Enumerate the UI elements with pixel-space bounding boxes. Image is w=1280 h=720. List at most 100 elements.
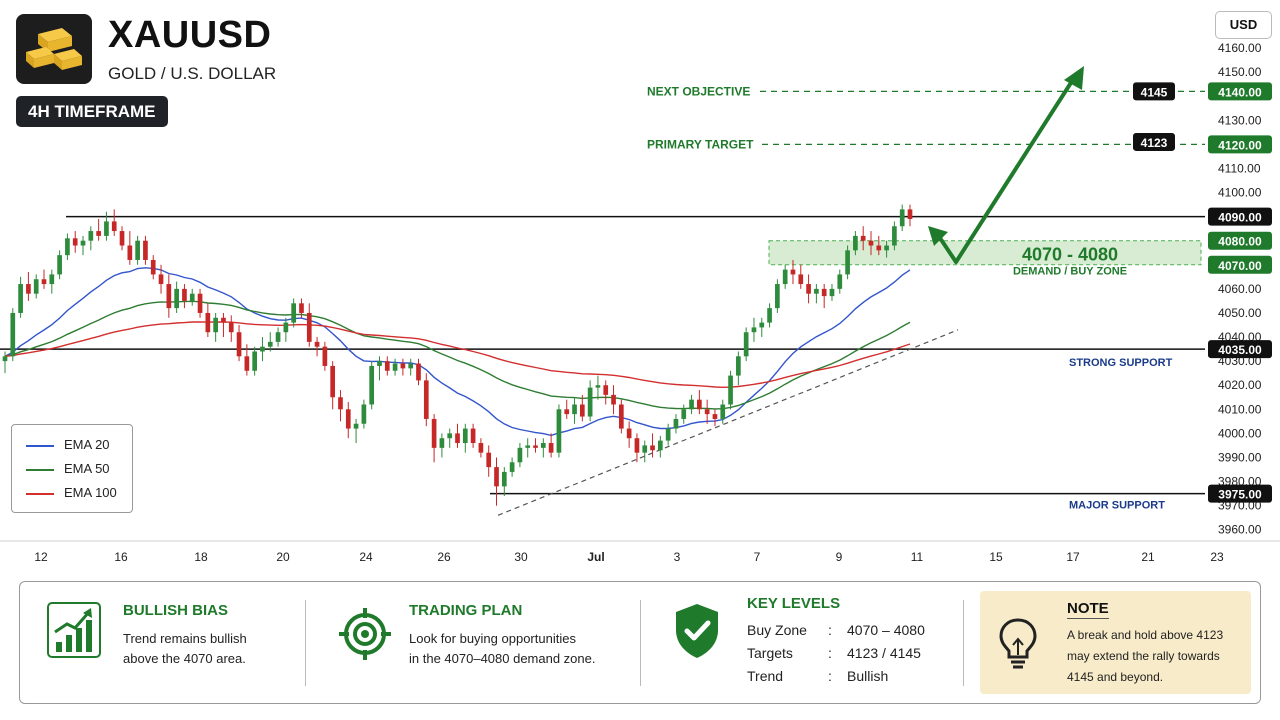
candle-body (408, 363, 414, 369)
candle-body (104, 221, 109, 236)
zone-bottom-axis-badge-text: 4070.00 (1218, 259, 1262, 273)
candle-body (260, 346, 265, 352)
time-tick-label: 9 (836, 550, 843, 564)
next-objective-value-box (1133, 82, 1175, 101)
price-tick-label: 4010.00 (1218, 402, 1262, 416)
time-tick-label: 15 (989, 550, 1003, 564)
time-tick-label: 3 (674, 550, 681, 564)
zone-top-axis-badge (1208, 231, 1272, 250)
candle-body (462, 428, 468, 444)
candle-body (540, 443, 546, 448)
candle-body (377, 361, 382, 366)
candle-body (579, 404, 585, 417)
zone-title: 4070 - 4080 (1022, 245, 1118, 265)
candle-body (158, 274, 164, 285)
candle-body (728, 375, 733, 405)
candle-body (455, 433, 460, 444)
candle-body (127, 245, 133, 260)
note-line1: A break and hold above 4123 (1067, 628, 1224, 642)
time-axis: 12 16 18 20 24 26 30 Jul 3 7 9 11 15 17 21 23 (34, 550, 1224, 564)
candle-body (166, 284, 172, 309)
candle-body (119, 231, 125, 246)
legend-label: EMA 20 (64, 437, 110, 452)
summary-panel: BULLISH BIAS Trend remains bullish above… (19, 581, 1261, 704)
candle-body (907, 209, 913, 220)
bias-title: BULLISH BIAS (123, 602, 228, 619)
candle-body (267, 341, 273, 347)
ema-legend: EMA 20 EMA 50 EMA 100 (11, 424, 133, 513)
major-support-axis-badge-text: 3975.00 (1218, 488, 1262, 502)
candle-body (384, 361, 390, 371)
candle-body (135, 240, 140, 260)
candle-body (860, 235, 866, 241)
time-tick-label: 12 (34, 550, 48, 564)
candle-body (556, 409, 562, 453)
note-card: NOTE A break and hold above 4123 may ext… (980, 591, 1251, 694)
candle-body (41, 279, 47, 285)
candle-body (189, 293, 195, 301)
candle-body (353, 423, 359, 429)
target-icon (339, 608, 391, 660)
ema20-line (4, 267, 911, 437)
lightbulb-icon (999, 618, 1037, 669)
candle-body (213, 317, 218, 333)
shield-check-icon (676, 604, 718, 658)
time-tick-label: 20 (276, 550, 290, 564)
strong-support-label: STRONG SUPPORT (1069, 357, 1173, 369)
key-separator: : (828, 668, 832, 684)
candle-body (182, 288, 187, 301)
candle-body (697, 399, 702, 410)
ema50-line (4, 300, 911, 410)
price-axis: 4160.00 4150.00 4130.00 4110.00 4100.00 4060.… (0, 41, 1280, 542)
candle-body (221, 317, 226, 323)
plan-title: TRADING PLAN (409, 602, 523, 619)
note-line3: 4145 and beyond. (1067, 670, 1164, 684)
candle-body (26, 284, 31, 294)
candle-body (228, 322, 234, 333)
candle-body (330, 365, 336, 398)
candle-body (837, 274, 843, 289)
candle-body (798, 274, 804, 285)
key-separator: : (828, 622, 832, 638)
candle-body (392, 363, 398, 371)
key-targets-value: 4123 / 4145 (847, 645, 921, 661)
resistance-axis-badge (1208, 207, 1272, 226)
candle-body (197, 293, 203, 313)
candle-body (369, 365, 375, 405)
candle-body (821, 288, 827, 297)
ascending-trendline (497, 329, 959, 516)
strong-support-axis-badge-text: 4035.00 (1218, 343, 1262, 357)
candle-body (150, 259, 156, 275)
candle-body (400, 363, 406, 369)
arrow-head-up (1064, 66, 1084, 90)
plan-line2: in the 4070–4080 demand zone. (409, 651, 596, 666)
ema100-line (4, 321, 911, 389)
arrow-head-back (928, 226, 948, 246)
candle-body (736, 356, 741, 376)
timeframe-badge[interactable]: 4H TIMEFRAME (16, 96, 168, 127)
candle-body (2, 356, 8, 362)
candle-body (275, 332, 281, 342)
legend-item-ema50: EMA 50 (26, 461, 110, 476)
candle-body (884, 245, 889, 251)
legend-swatch (26, 444, 54, 447)
time-tick-label: 18 (194, 550, 208, 564)
currency-button[interactable]: USD (1215, 11, 1272, 39)
next-objective-axis-badge-text: 4140.00 (1218, 85, 1262, 99)
candle-body (345, 409, 351, 429)
time-tick-label: 17 (1066, 550, 1080, 564)
price-tick-label: 3960.00 (1218, 523, 1262, 537)
gold-bars-logo (16, 14, 92, 84)
resistance-axis-badge-text: 4090.00 (1218, 211, 1262, 225)
time-tick-label: 24 (359, 550, 373, 564)
zone-subtitle: DEMAND / BUY ZONE (1013, 266, 1127, 278)
price-tick-label: 4050.00 (1218, 306, 1262, 320)
candle-body (88, 231, 94, 241)
price-tick-label: 4160.00 (1218, 41, 1262, 55)
candle-body (174, 288, 179, 309)
primary-target-value-box (1133, 132, 1175, 151)
candle-body (57, 255, 62, 275)
time-tick-label: Jul (587, 550, 604, 564)
